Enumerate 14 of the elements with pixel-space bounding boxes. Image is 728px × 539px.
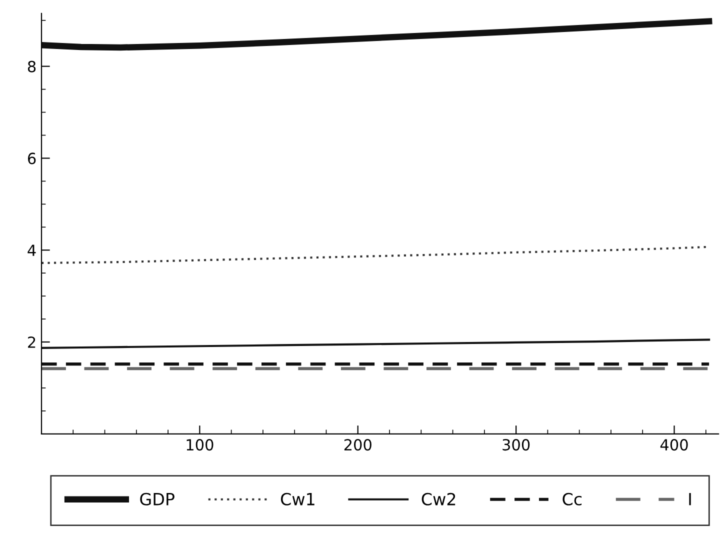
legend-label: GDP — [140, 492, 174, 506]
legend-label: Cw1 — [280, 492, 314, 506]
x-tick-label: 200 — [344, 439, 372, 451]
y-tick-label: 6 — [28, 152, 36, 164]
x-tick-label: 100 — [186, 439, 214, 451]
legend-label: Cw2 — [422, 492, 456, 506]
legend-label: Cc — [562, 492, 582, 506]
y-tick-label: 2 — [28, 336, 36, 348]
y-tick-label: 8 — [28, 60, 36, 72]
line-series — [41, 338, 710, 350]
legend-label: I — [689, 493, 691, 506]
x-tick-label: 400 — [660, 439, 688, 451]
x-tick-label: 300 — [502, 439, 530, 451]
y-tick-label: 4 — [28, 244, 36, 256]
